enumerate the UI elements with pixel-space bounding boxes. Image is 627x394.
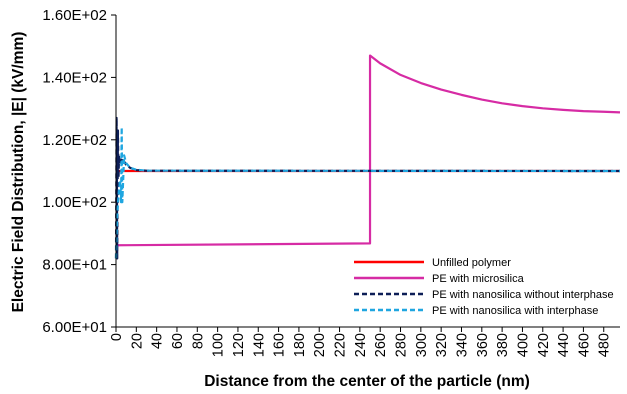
y-tick-label: 8.00E+01 bbox=[42, 257, 107, 274]
y-ticks: 6.00E+01 8.00E+01 1.00E+02 1.20E+02 1.40E+02… bbox=[42, 7, 116, 336]
x-tick-label: 420 bbox=[536, 333, 552, 357]
legend: Unfilled polymer PE with microsilica PE wi… bbox=[354, 257, 614, 317]
x-tick-label: 480 bbox=[597, 333, 613, 357]
x-tick-label: 400 bbox=[515, 333, 531, 357]
series-layer bbox=[114, 54, 621, 260]
legend-label: PE with nanosilica without interphase bbox=[432, 289, 614, 301]
x-tick-label: 360 bbox=[475, 333, 491, 357]
x-tick-label: 60 bbox=[170, 333, 186, 349]
x-tick-label: 20 bbox=[129, 333, 145, 349]
plot-area bbox=[114, 15, 621, 328]
legend-label: PE with microsilica bbox=[432, 273, 525, 285]
series-line bbox=[115, 54, 621, 247]
x-axis-title: Distance from the center of the particle… bbox=[204, 373, 530, 390]
x-tick-label: 180 bbox=[292, 333, 308, 357]
x-tick-label: 340 bbox=[454, 333, 470, 357]
x-ticks: 0 20 40 60 80 100 120 140 160 180 200 220 240 260 280 3… bbox=[109, 327, 613, 357]
y-tick-label: 1.60E+02 bbox=[42, 7, 107, 24]
x-tick-label: 80 bbox=[190, 333, 206, 349]
y-axis-title: Electric Field Distribution, |E| (kV/mm) bbox=[10, 32, 27, 313]
y-tick-label: 1.40E+02 bbox=[42, 69, 107, 86]
x-tick-label: 380 bbox=[495, 333, 511, 357]
x-tick-label: 100 bbox=[211, 333, 227, 357]
x-tick-label: 0 bbox=[109, 333, 125, 341]
x-tick-label: 160 bbox=[272, 333, 288, 357]
x-tick-label: 260 bbox=[373, 333, 389, 357]
x-tick-label: 300 bbox=[414, 333, 430, 357]
x-tick-label: 200 bbox=[312, 333, 328, 357]
x-tick-label: 460 bbox=[576, 333, 592, 357]
x-tick-label: 440 bbox=[556, 333, 572, 357]
x-tick-label: 240 bbox=[353, 333, 369, 357]
x-tick-label: 280 bbox=[394, 333, 410, 357]
series-line bbox=[114, 126, 621, 259]
series-line bbox=[114, 116, 621, 260]
legend-label: Unfilled polymer bbox=[432, 257, 511, 269]
legend-label: PE with nanosilica with interphase bbox=[432, 305, 598, 317]
y-tick-label: 1.20E+02 bbox=[42, 132, 107, 149]
x-tick-label: 140 bbox=[251, 333, 267, 357]
x-tick-label: 40 bbox=[150, 333, 166, 349]
x-tick-label: 120 bbox=[231, 333, 247, 357]
x-tick-label: 320 bbox=[434, 333, 450, 357]
y-tick-label: 1.00E+02 bbox=[42, 194, 107, 211]
y-tick-label: 6.00E+01 bbox=[42, 319, 107, 336]
x-tick-label: 220 bbox=[333, 333, 349, 357]
